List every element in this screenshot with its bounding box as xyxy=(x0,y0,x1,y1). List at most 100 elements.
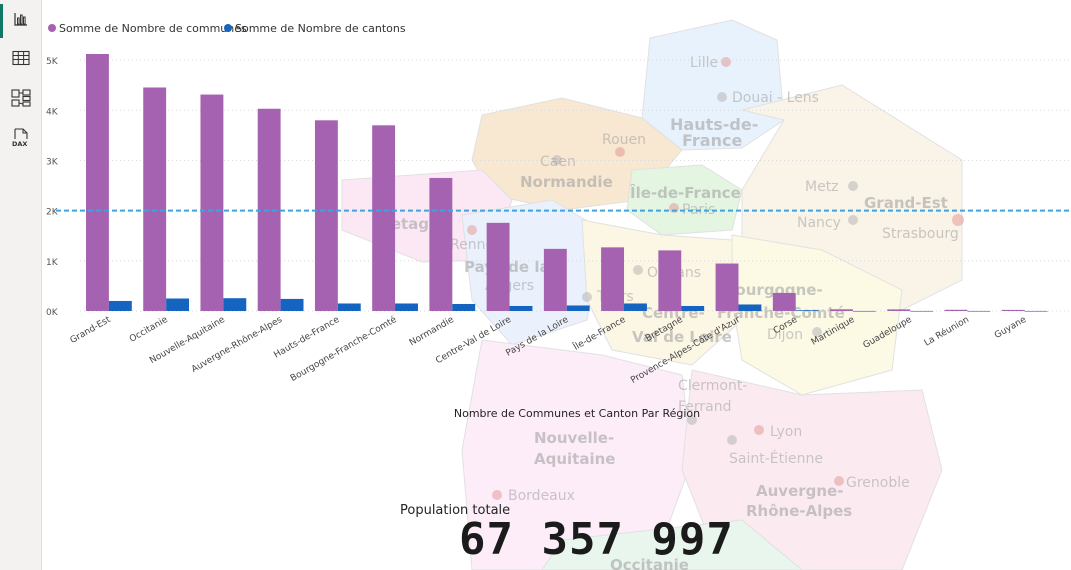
bar-cantons[interactable] xyxy=(108,300,132,311)
chart-x-axis-title: Nombre de Communes et Canton Par Région xyxy=(454,407,700,420)
x-tick-label: Bretagne xyxy=(644,315,685,344)
bar-cantons[interactable] xyxy=(280,298,304,311)
map-label: Metz xyxy=(805,179,839,195)
report-view-button[interactable] xyxy=(0,2,41,40)
region-occitanie xyxy=(541,519,803,570)
bar-cantons[interactable] xyxy=(738,304,762,311)
map-label: Grand-Est xyxy=(864,194,948,212)
bar-cantons[interactable] xyxy=(681,305,705,311)
svg-text:DAX: DAX xyxy=(12,140,27,148)
map-label: Rouen xyxy=(602,132,646,148)
map-label: Aquitaine xyxy=(534,450,615,468)
bar-cantons[interactable] xyxy=(337,303,361,311)
x-tick-label: Grand-Est xyxy=(69,315,113,346)
y-tick-label: 5K xyxy=(46,57,59,67)
bar-cantons[interactable] xyxy=(566,305,590,311)
x-tick-label: Bourgogne-Franche-Comté xyxy=(288,314,399,384)
bar-communes[interactable] xyxy=(944,309,968,311)
bar-communes[interactable] xyxy=(200,94,224,311)
y-tick-label: 2K xyxy=(46,208,59,218)
x-tick-label: Pays de la Loire xyxy=(504,315,570,359)
map-label: Douai - Lens xyxy=(732,90,819,106)
bar-communes[interactable] xyxy=(601,247,625,311)
region-nouvelle-aquitaine xyxy=(461,339,693,570)
bar-cantons[interactable] xyxy=(223,298,247,311)
bar-communes[interactable] xyxy=(486,222,510,311)
bar-cantons[interactable] xyxy=(395,303,418,311)
map-label: Saint-Étienne xyxy=(729,450,823,467)
map-label: Dijon xyxy=(767,327,803,343)
map-label: Ferrand xyxy=(678,399,732,415)
map-label: Nancy xyxy=(797,215,841,231)
bar-communes[interactable] xyxy=(257,108,281,312)
population-card-value: 67 357 997 xyxy=(459,514,734,565)
x-tick-label: La Réunion xyxy=(922,314,971,348)
map-label: Normandie xyxy=(520,173,613,191)
map-label: Nouvelle- xyxy=(534,429,614,447)
map-label: Île-de-France xyxy=(630,183,741,202)
map-label: Strasbourg xyxy=(882,226,959,242)
report-view-icon xyxy=(13,11,29,31)
bar-cantons[interactable] xyxy=(1024,310,1048,312)
x-tick-label: Île-de-France xyxy=(570,313,628,353)
x-tick-label: Guadeloupe xyxy=(862,315,915,351)
x-tick-label: Auvergne-Rhône-Alpes xyxy=(190,314,285,375)
bar-cantons[interactable] xyxy=(509,305,533,311)
bar-communes[interactable] xyxy=(429,177,453,311)
view-switcher-rail: DAX xyxy=(0,0,42,570)
legend-label[interactable]: Somme de Nombre de communes xyxy=(59,22,247,35)
map-label: Hauts-de- xyxy=(670,115,758,134)
dax-query-view-button[interactable]: DAX xyxy=(0,121,41,159)
map-label: France xyxy=(682,131,742,150)
map-label: Rhône-Alpes xyxy=(746,502,852,520)
map-label: Clermont- xyxy=(678,378,747,394)
table-view-button[interactable] xyxy=(0,41,41,79)
bar-communes[interactable] xyxy=(372,125,396,311)
region-auvergne-rhone-alpes xyxy=(681,369,943,570)
dax-query-view-icon: DAX xyxy=(11,128,31,152)
x-tick-label: Normandie xyxy=(408,315,456,349)
bar-cantons[interactable] xyxy=(166,298,190,311)
x-tick-label: Guyane xyxy=(993,315,1029,341)
report-canvas: Lille Douai - Lens Hauts-de- France Rouen Cae… xyxy=(42,0,1071,570)
bar-cantons[interactable] xyxy=(852,310,876,312)
bar-cantons[interactable] xyxy=(967,310,991,312)
x-tick-label: Corse xyxy=(772,315,800,337)
map-label: Lille xyxy=(690,55,718,71)
model-view-icon xyxy=(10,89,31,111)
map-label: Auvergne- xyxy=(756,482,843,500)
map-label: Occitanie xyxy=(610,556,689,570)
x-tick-label: Martinique xyxy=(810,315,857,348)
map-label: Bordeaux xyxy=(508,488,575,504)
x-tick-label: Occitanie xyxy=(128,315,170,345)
bar-communes[interactable] xyxy=(772,292,796,311)
bar-communes[interactable] xyxy=(658,250,682,311)
bar-communes[interactable] xyxy=(143,87,167,311)
bar-cantons[interactable] xyxy=(624,303,647,311)
bar-cantons[interactable] xyxy=(910,310,934,312)
y-tick-label: 1K xyxy=(46,258,59,268)
population-card-label: Population totale xyxy=(400,503,511,518)
bar-cantons[interactable] xyxy=(795,310,819,311)
model-view-button[interactable] xyxy=(0,81,41,119)
y-tick-label: 4K xyxy=(46,107,59,117)
bar-cantons[interactable] xyxy=(452,303,476,311)
legend-marker xyxy=(48,24,56,32)
legend-marker xyxy=(224,24,232,32)
bar-communes[interactable] xyxy=(543,248,567,311)
legend-label[interactable]: Somme de Nombre de cantons xyxy=(235,22,406,35)
map-label: Bourgogne- xyxy=(724,281,823,299)
map-label: Grenoble xyxy=(846,475,910,491)
bar-communes[interactable] xyxy=(830,309,853,311)
bar-communes[interactable] xyxy=(314,120,338,311)
bar-communes[interactable] xyxy=(715,263,739,311)
y-tick-label: 3K xyxy=(46,157,59,167)
bar-communes[interactable] xyxy=(1001,309,1025,311)
map-label: Caen xyxy=(540,154,576,170)
x-tick-label: Provence-Alpes-Côte d'Azur xyxy=(629,314,743,386)
bar-communes[interactable] xyxy=(887,309,911,311)
bar-communes[interactable] xyxy=(86,54,109,311)
map-label: Lyon xyxy=(770,424,802,440)
map-label: Val de Loire xyxy=(632,328,732,346)
